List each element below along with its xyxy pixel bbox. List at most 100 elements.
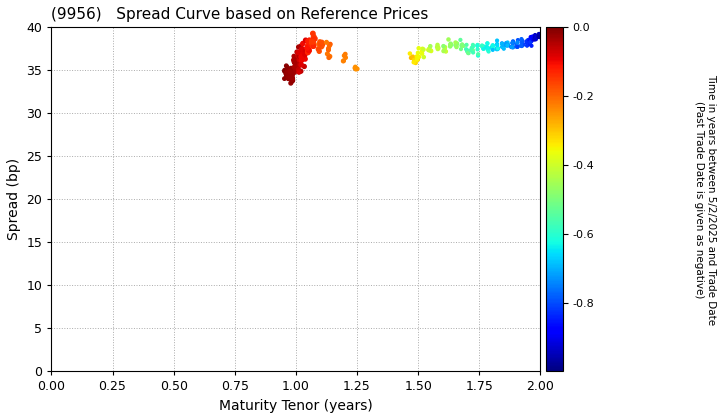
Point (501, 41, 513, 47)
Point (325, 41, 336, 47)
Point (350, 66, 361, 73)
Point (530, 34, 541, 41)
Point (417, 45, 428, 52)
Point (416, 47, 428, 54)
Point (524, 41, 536, 47)
Point (432, 46, 444, 52)
Point (297, 50, 308, 56)
Point (454, 37, 466, 43)
Point (282, 64, 293, 71)
X-axis label: Maturity Tenor (years): Maturity Tenor (years) (219, 399, 373, 413)
Point (466, 45, 477, 51)
Point (303, 46, 315, 53)
Point (289, 69, 300, 76)
Point (525, 34, 536, 40)
Point (306, 37, 318, 44)
Point (290, 67, 302, 74)
Point (525, 34, 536, 41)
Point (281, 63, 292, 69)
Point (295, 68, 307, 75)
Point (423, 45, 435, 52)
Point (286, 67, 297, 74)
Point (496, 41, 508, 47)
Point (433, 45, 444, 52)
Point (308, 33, 320, 40)
Point (438, 48, 449, 55)
Point (502, 42, 513, 49)
Point (340, 54, 351, 61)
Point (426, 47, 437, 54)
Point (477, 44, 488, 50)
Point (307, 43, 319, 50)
Point (505, 44, 517, 50)
Point (425, 47, 436, 54)
Point (477, 43, 488, 50)
Point (472, 51, 484, 58)
Point (526, 42, 537, 49)
Point (285, 68, 297, 75)
Point (483, 48, 495, 55)
Point (533, 32, 544, 39)
Point (498, 42, 509, 49)
Point (294, 61, 306, 68)
Point (281, 73, 292, 79)
Point (288, 53, 300, 60)
Point (528, 34, 539, 41)
Point (534, 31, 545, 37)
Point (294, 50, 306, 57)
Point (416, 50, 428, 57)
Point (282, 70, 294, 77)
Point (302, 43, 314, 50)
Point (307, 39, 319, 46)
Point (408, 57, 420, 63)
Point (444, 41, 456, 48)
Point (289, 63, 301, 70)
Point (443, 36, 454, 43)
Point (279, 68, 290, 75)
Point (512, 39, 523, 46)
Point (450, 39, 462, 46)
Point (304, 39, 315, 46)
Point (284, 69, 295, 76)
Point (314, 39, 325, 45)
Point (472, 46, 483, 53)
Point (487, 42, 499, 49)
Point (492, 42, 503, 48)
Point (312, 46, 324, 52)
Point (528, 35, 539, 42)
Point (338, 52, 350, 59)
Point (482, 40, 493, 47)
Point (322, 50, 333, 57)
Point (323, 54, 335, 61)
Point (308, 36, 320, 42)
Point (287, 73, 298, 79)
Point (413, 53, 425, 60)
Point (313, 41, 325, 48)
Point (291, 66, 302, 73)
Point (524, 39, 536, 45)
Point (293, 44, 305, 50)
Point (295, 52, 307, 59)
Point (282, 74, 294, 80)
Point (522, 40, 534, 47)
Point (432, 44, 444, 51)
Point (309, 35, 320, 42)
Point (291, 49, 302, 55)
Point (467, 49, 479, 56)
Point (530, 36, 541, 42)
Point (445, 40, 456, 47)
Point (512, 43, 523, 50)
Point (512, 43, 523, 50)
Point (307, 39, 319, 45)
Point (487, 42, 498, 49)
Point (288, 57, 300, 63)
Y-axis label: Spread (bp): Spread (bp) (7, 158, 21, 240)
Point (526, 38, 537, 45)
Point (340, 51, 351, 58)
Point (511, 39, 523, 46)
Point (478, 45, 490, 52)
Point (517, 41, 528, 47)
Point (284, 70, 295, 76)
Point (481, 43, 492, 50)
Point (303, 47, 315, 54)
